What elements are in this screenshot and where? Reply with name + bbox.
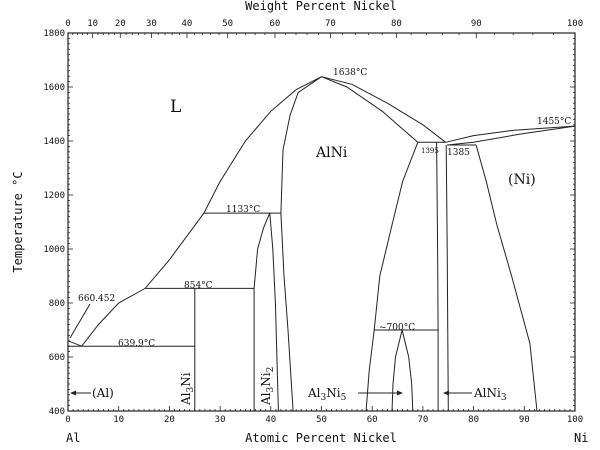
y-tick-label: 1000 — [43, 245, 65, 255]
y-tick-label: 600 — [49, 353, 65, 363]
annotation-639: 639.9°C — [118, 339, 155, 349]
leader-660 — [69, 303, 91, 339]
boundary-al3ni5-right — [401, 329, 414, 412]
y-tick-label: 1200 — [43, 191, 65, 201]
bottom-axis-title: Atomic Percent Nickel — [245, 431, 397, 445]
x2-tick-label: 70 — [325, 19, 336, 29]
y-tick-label: 1800 — [43, 29, 65, 39]
x2-tick-label: 90 — [471, 19, 482, 29]
x-tick-label: 60 — [367, 415, 378, 425]
arrows — [69, 303, 472, 396]
annotation-1455: 1455°C — [537, 117, 571, 127]
x-tick-label: 70 — [417, 415, 428, 425]
boundary-alni-right-boundary — [365, 142, 419, 412]
right-element-label: Ni — [574, 431, 588, 445]
x2-tick-label: 80 — [391, 19, 402, 29]
y-tick-label: 1400 — [43, 137, 65, 147]
phase-label-liquid: L — [170, 97, 181, 117]
boundary-alni-solidus-right — [321, 76, 419, 143]
boundary-alni-left-boundary — [280, 76, 322, 412]
annotation-1395: 1395 — [421, 147, 439, 155]
boundary-ni-solidus — [447, 125, 576, 146]
y-tick-label: 800 — [49, 299, 65, 309]
plot-frame — [67, 32, 576, 412]
phase-label-al3ni5: Al3Ni5 — [307, 386, 347, 403]
axes: 0 10 20 30 40 50 60 70 80 90 1000 10 20 30 40 50 60 70 80 9… — [43, 19, 583, 425]
x-tick-label: 100 — [567, 415, 583, 425]
boundary-al3ni2-right — [269, 213, 279, 412]
y-axis-title: Temperature °C — [11, 171, 25, 272]
annotation-700: ~700°C — [379, 323, 415, 333]
phase-label-al3ni2: Al3Ni2 — [259, 367, 276, 406]
arrowhead-al3ni5-icon — [397, 390, 403, 396]
boundary-ni-solvus — [475, 144, 538, 412]
x-tick-label: 50 — [316, 415, 327, 425]
arrowhead-al-icon — [70, 390, 76, 396]
left-element-label: Al — [66, 431, 80, 445]
y-tick-label: 1600 — [43, 83, 65, 93]
x2-tick-label: 50 — [222, 19, 233, 29]
x-tick-label: 10 — [113, 415, 124, 425]
boundary-al3ni2-left — [253, 212, 271, 411]
x-tick-label: 80 — [468, 415, 479, 425]
top-axis-title: Weight Percent Nickel — [245, 0, 397, 13]
x2-tick-label: 60 — [269, 19, 280, 29]
x-tick-label: 30 — [215, 415, 226, 425]
boundary-liquidus-al-rich — [67, 76, 322, 347]
arrowhead-alni3-icon — [443, 390, 449, 396]
x2-tick-label: 40 — [182, 19, 193, 29]
annotation-1385: 1385 — [447, 148, 470, 158]
phase-label-ni: (Ni) — [508, 172, 536, 188]
boundary-alni3-right — [445, 144, 449, 412]
phase-label-alni: AlNi — [315, 145, 348, 161]
x-tick-label: 90 — [519, 415, 530, 425]
annotation-660: 660.452 — [78, 294, 115, 304]
phase-label-al: (Al) — [92, 386, 114, 400]
boundary-ni-liquidus — [445, 125, 576, 143]
x2-tick-label: 30 — [146, 19, 157, 29]
annotation-1638: 1638°C — [333, 68, 367, 78]
x-tick-label: 0 — [65, 415, 70, 425]
x2-tick-label: 10 — [87, 19, 98, 29]
annotation-1133: 1133°C — [226, 205, 260, 215]
x2-tick-label: 100 — [567, 19, 583, 29]
x2-tick-label: 20 — [115, 19, 126, 29]
x-tick-label: 40 — [265, 415, 276, 425]
boundary-liquidus-ni-rich-of-alni — [321, 76, 447, 143]
boundary-al3ni5-left — [391, 329, 403, 412]
phase-label-al3ni: Al3Ni — [179, 372, 196, 406]
annotation-854: 854°C — [184, 281, 213, 291]
phase-label-alni3: AlNi3 — [473, 386, 507, 403]
phase-boundaries — [67, 76, 576, 412]
x-tick-label: 20 — [164, 415, 175, 425]
x2-tick-label: 0 — [65, 19, 70, 29]
boundary-alni3-left — [436, 142, 439, 411]
y-tick-label: 400 — [49, 407, 65, 417]
